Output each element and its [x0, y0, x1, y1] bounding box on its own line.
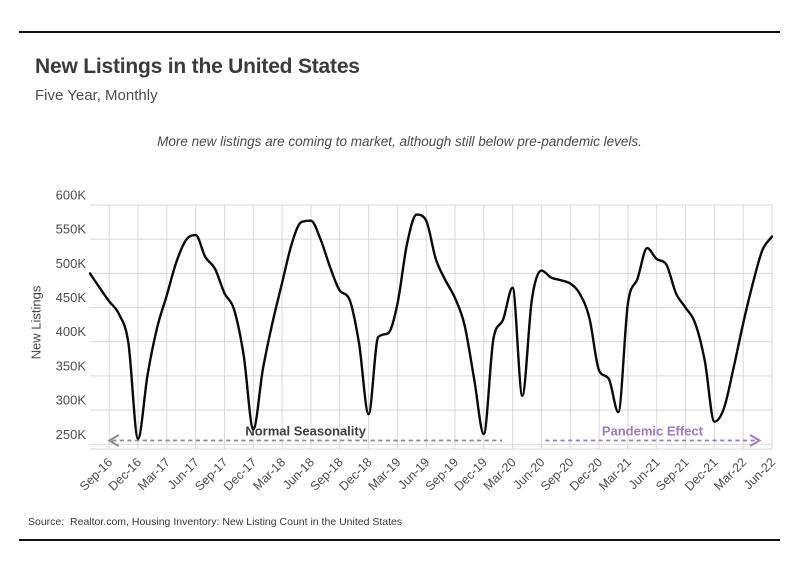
x-tick-label: Mar-17 [135, 455, 173, 493]
normal-seasonality-label: Normal Seasonality [245, 424, 366, 439]
top-divider-rule [19, 31, 780, 33]
pandemic-effect-label: Pandemic Effect [602, 424, 704, 439]
x-tick-label: Mar-20 [481, 455, 519, 493]
x-tick-label: Mar-21 [596, 455, 634, 493]
arrow-right-icon [749, 434, 762, 447]
arrow-left-icon [107, 434, 120, 447]
y-tick-label: 300K [56, 393, 87, 408]
x-tick-label: Mar-22 [711, 455, 749, 493]
y-tick-label: 400K [56, 324, 87, 339]
y-tick-label: 250K [56, 427, 87, 442]
chart-annotation-note: More new listings are coming to market, … [157, 134, 642, 149]
y-tick-label: 500K [56, 256, 87, 271]
page-subtitle: Five Year, Monthly [35, 87, 158, 104]
y-tick-label: 450K [56, 290, 87, 305]
y-tick-label: 550K [56, 222, 87, 237]
source-attribution: Source: Realtor.com, Housing Inventory: … [28, 516, 403, 528]
bottom-divider-rule [19, 539, 780, 541]
page-title: New Listings in the United States [35, 55, 360, 78]
y-tick-label: 350K [56, 358, 87, 373]
x-tick-label: Mar-19 [366, 455, 404, 493]
new-listings-series-line [88, 213, 774, 440]
y-tick-label: 600K [56, 188, 87, 203]
x-tick-label: Mar-18 [250, 455, 288, 493]
x-tick-label: Jun-22 [741, 455, 778, 492]
